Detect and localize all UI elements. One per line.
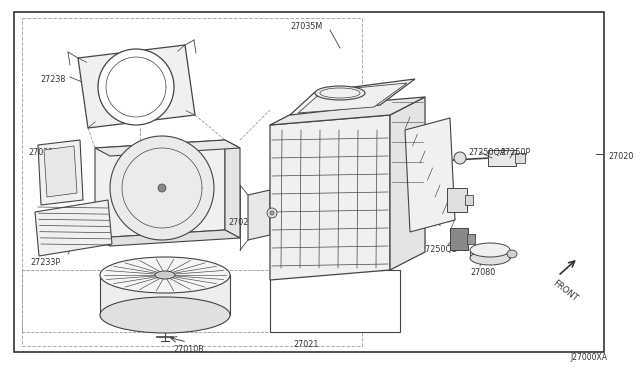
- Polygon shape: [158, 184, 166, 192]
- Ellipse shape: [100, 257, 230, 293]
- Polygon shape: [95, 140, 225, 238]
- Text: 27021: 27021: [293, 340, 318, 349]
- Polygon shape: [110, 136, 214, 240]
- Ellipse shape: [470, 251, 510, 265]
- Polygon shape: [95, 140, 240, 156]
- Text: 27035MA: 27035MA: [28, 148, 66, 157]
- Polygon shape: [298, 83, 407, 113]
- Text: 27233P: 27233P: [30, 258, 60, 267]
- Text: 27010B: 27010B: [173, 345, 204, 354]
- Polygon shape: [44, 146, 77, 197]
- Polygon shape: [225, 140, 240, 238]
- Polygon shape: [270, 115, 390, 280]
- Text: 27250QA: 27250QA: [468, 148, 506, 157]
- Polygon shape: [35, 200, 112, 256]
- Polygon shape: [98, 49, 174, 125]
- Text: 27020: 27020: [608, 152, 634, 161]
- Bar: [270, 270, 400, 332]
- Bar: [447, 188, 467, 212]
- Text: J27000XA: J27000XA: [570, 353, 607, 362]
- Text: 27225: 27225: [103, 282, 129, 291]
- Ellipse shape: [507, 250, 517, 258]
- Bar: [450, 228, 468, 250]
- Ellipse shape: [100, 297, 230, 333]
- Text: 27035M: 27035M: [290, 22, 323, 31]
- Text: 27245PA: 27245PA: [398, 130, 433, 139]
- Circle shape: [267, 208, 277, 218]
- Bar: [488, 150, 516, 166]
- Ellipse shape: [470, 243, 510, 257]
- Polygon shape: [38, 140, 83, 205]
- Polygon shape: [290, 79, 415, 115]
- Bar: [515, 153, 525, 163]
- Bar: [467, 234, 475, 244]
- Polygon shape: [95, 230, 240, 246]
- Text: 27250QB: 27250QB: [420, 245, 458, 254]
- Text: 27080: 27080: [470, 268, 495, 277]
- Text: 27245P: 27245P: [390, 215, 420, 224]
- Polygon shape: [405, 118, 455, 232]
- Ellipse shape: [315, 86, 365, 100]
- Circle shape: [454, 152, 466, 164]
- Polygon shape: [270, 97, 425, 125]
- Polygon shape: [78, 45, 195, 128]
- Text: 27020BA: 27020BA: [228, 218, 264, 227]
- Polygon shape: [100, 275, 230, 315]
- Text: 27238: 27238: [40, 75, 65, 84]
- Ellipse shape: [155, 271, 175, 279]
- Text: FRONT: FRONT: [551, 278, 579, 303]
- Ellipse shape: [320, 88, 360, 98]
- Polygon shape: [390, 97, 425, 270]
- Polygon shape: [470, 250, 510, 258]
- Circle shape: [270, 211, 274, 215]
- Bar: [465, 195, 473, 205]
- Text: 27250Q: 27250Q: [410, 218, 442, 227]
- Text: 27250P: 27250P: [500, 148, 531, 157]
- Bar: [22, 18, 362, 346]
- Polygon shape: [248, 190, 270, 240]
